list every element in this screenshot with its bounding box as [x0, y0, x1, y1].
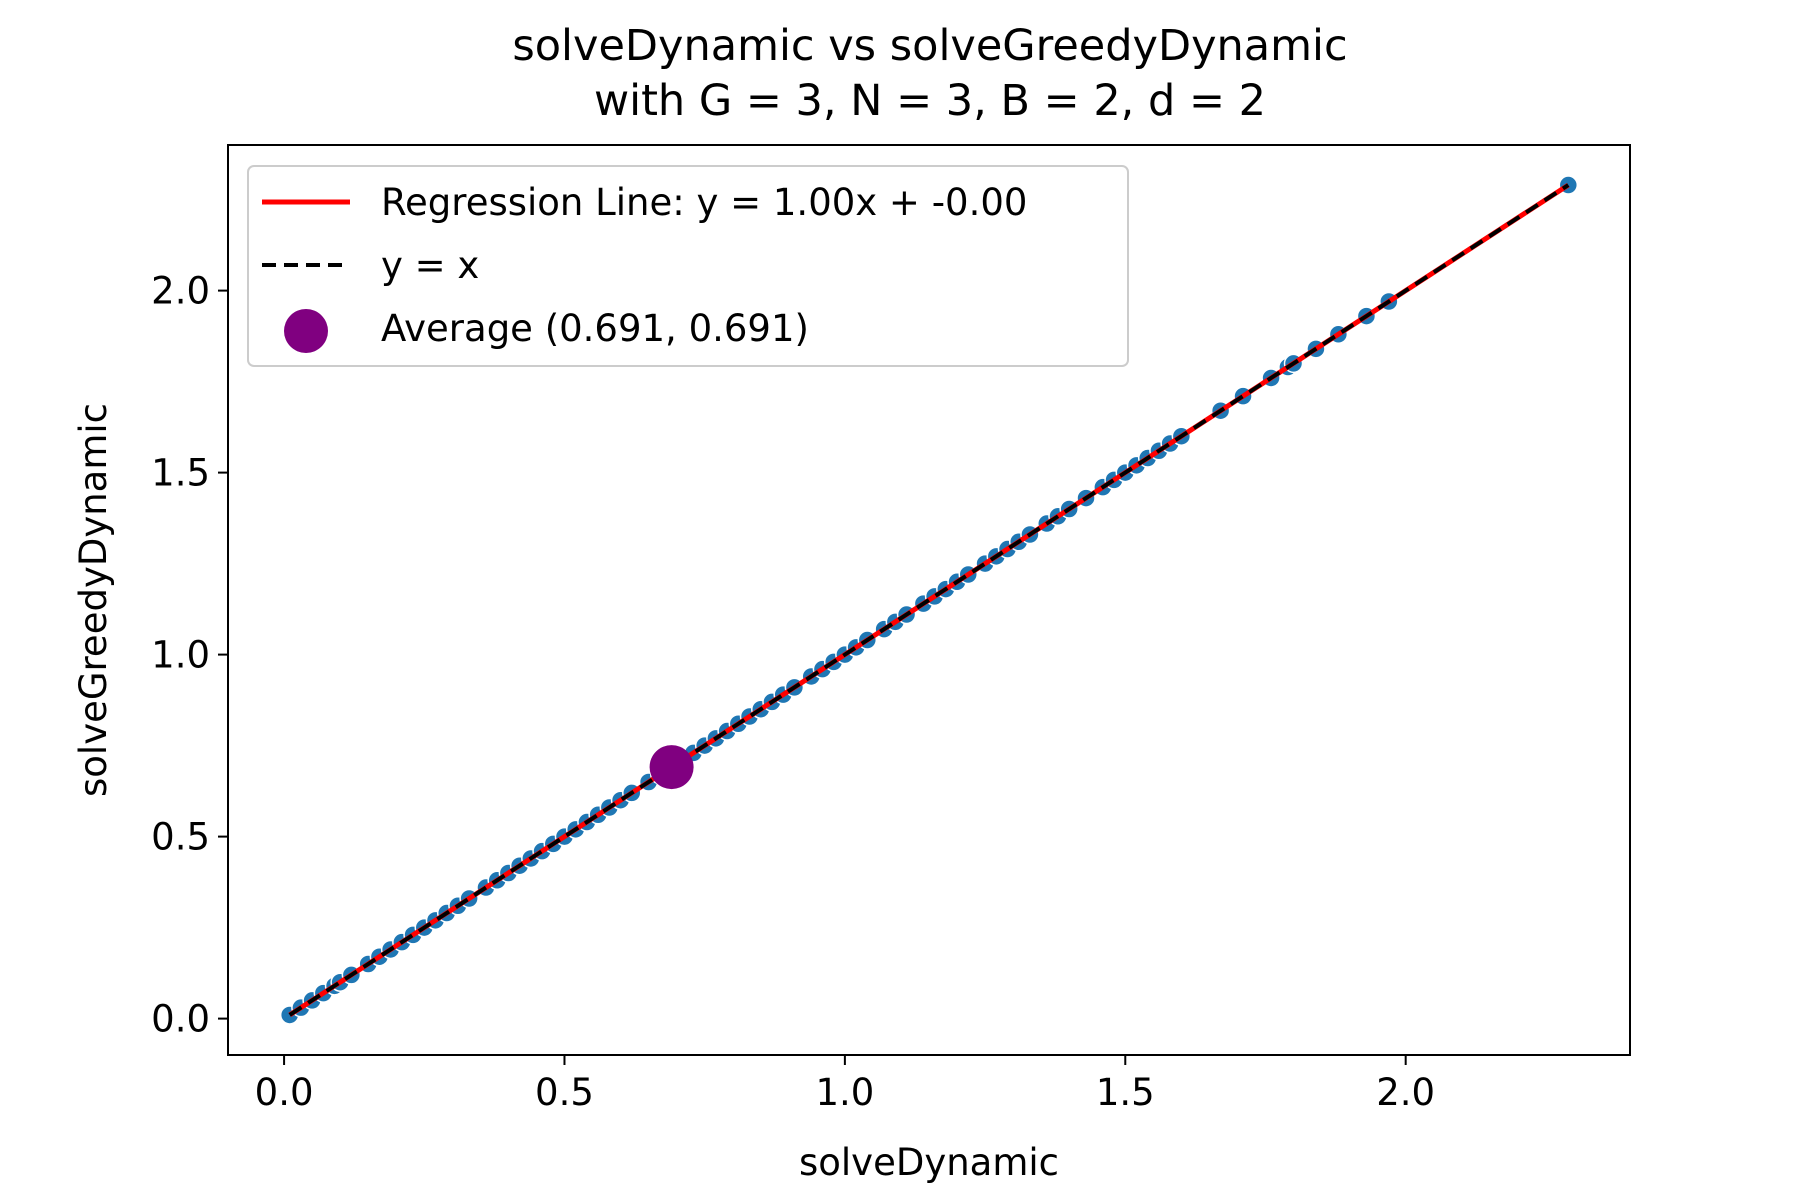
x-tick-label: 2.0 [1376, 1071, 1435, 1114]
legend-average-label: Average (0.691, 0.691) [381, 307, 809, 350]
plot-area [279, 175, 1579, 1025]
chart-subtitle: with G = 3, N = 3, B = 2, d = 2 [594, 76, 1266, 126]
legend: Regression Line: y = 1.00x + -0.00 y = x… [247, 165, 1129, 367]
y-tick-label: 0.5 [151, 816, 210, 859]
y-tick-label: 1.5 [151, 452, 210, 495]
x-tick-label: 1.0 [815, 1071, 874, 1114]
x-tick-label: 0.5 [535, 1071, 594, 1114]
y-tick-label: 2.0 [151, 270, 210, 313]
average-marker [649, 745, 694, 790]
axis-ticks: 0.0 0.5 1.0 1.5 2.0 0.0 0.5 1.0 1.5 2.0 [151, 270, 1435, 1114]
chart-title: solveDynamic vs solveGreedyDynamic [512, 21, 1347, 71]
x-axis-label: solveDynamic [799, 1141, 1059, 1184]
identity-line [288, 183, 1570, 1017]
axes-frame [227, 144, 1631, 1056]
legend-frame [247, 165, 1129, 367]
x-tick-label: 0.0 [255, 1071, 314, 1114]
legend-average-marker [284, 309, 328, 353]
y-tick-label: 1.0 [151, 634, 210, 677]
y-tick-label: 0.0 [151, 998, 210, 1041]
legend-identity-label: y = x [381, 244, 479, 287]
x-tick-label: 1.5 [1096, 1071, 1155, 1114]
y-axis-label: solveGreedyDynamic [72, 403, 115, 797]
legend-regression-label: Regression Line: y = 1.00x + -0.00 [381, 181, 1027, 224]
